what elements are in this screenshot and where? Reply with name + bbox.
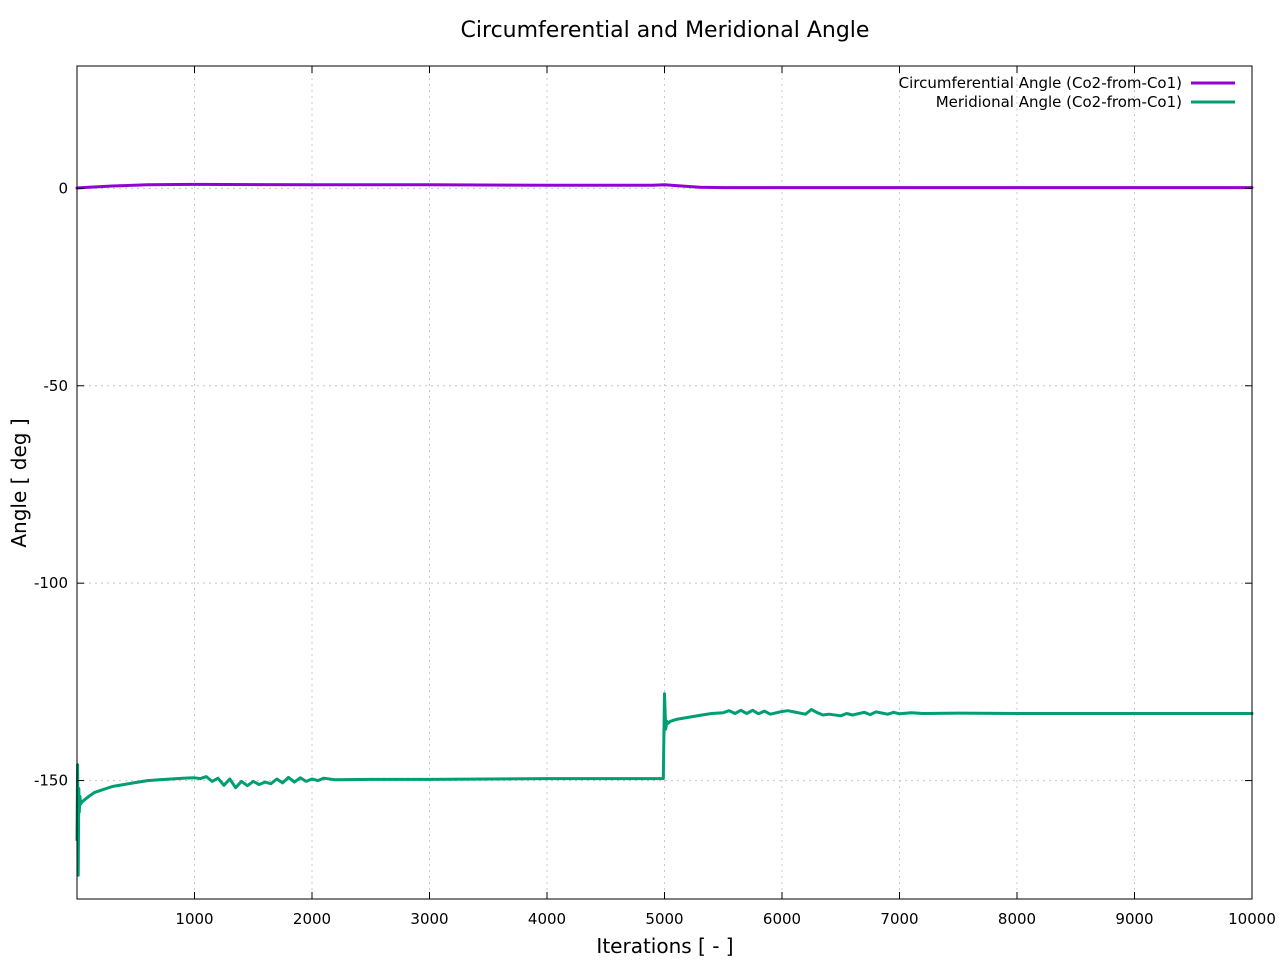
y-tick-label: -150 [34,772,68,790]
legend-label-2: Meridional Angle (Co2-from-Co1) [936,93,1182,111]
x-tick-label: 3000 [410,910,448,928]
x-tick-label: 1000 [175,910,213,928]
chart-title: Circumferential and Meridional Angle [461,18,870,43]
y-tick-label: 0 [58,179,68,197]
y-tick-label: -100 [34,574,68,592]
x-tick-label: 4000 [528,910,566,928]
x-tick-label: 8000 [998,910,1036,928]
x-tick-label: 9000 [1115,910,1153,928]
x-tick-label: 2000 [293,910,331,928]
x-axis-label: Iterations [ - ] [596,934,733,958]
series-layer [75,182,1254,877]
x-tick-label: 10000 [1228,910,1276,928]
y-tick-label: -50 [44,377,69,395]
legend: Circumferential Angle (Co2-from-Co1)Meri… [899,74,1235,111]
series-line-1 [75,182,1254,190]
x-tick-label: 5000 [645,910,683,928]
y-axis-label: Angle [ deg ] [7,418,31,547]
x-tick-label: 6000 [763,910,801,928]
series-line-2 [75,692,1254,877]
tick-layer: 1000 2000 3000 4000 5000 6000 7000 8000 9000 1000… [34,66,1276,928]
x-tick-label: 7000 [880,910,918,928]
legend-label-1: Circumferential Angle (Co2-from-Co1) [899,74,1182,92]
